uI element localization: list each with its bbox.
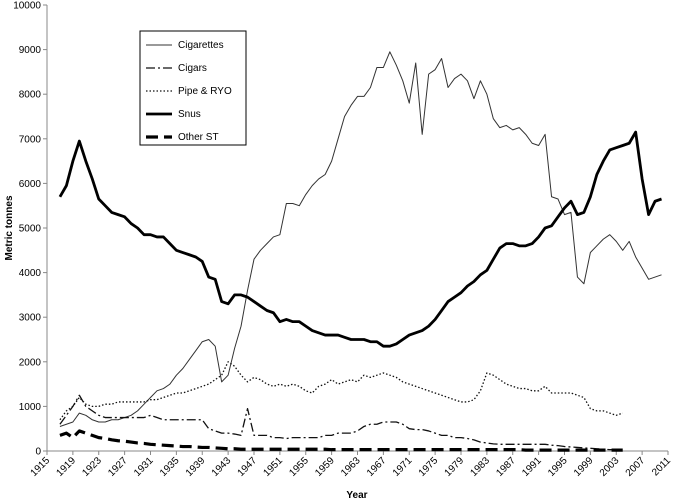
legend-box <box>139 30 247 146</box>
x-tick-label: 2011 <box>650 455 673 478</box>
legend-label: Other ST <box>178 132 219 143</box>
y-axis-label: Metric tonnes <box>4 195 15 260</box>
y-tick-label: 6000 <box>19 179 42 190</box>
x-tick-label: 1995 <box>546 455 570 479</box>
y-tick-label: 1000 <box>19 402 42 413</box>
x-tick-label: 1967 <box>365 455 389 479</box>
series-line <box>59 429 623 452</box>
x-tick-label: 1943 <box>210 455 234 479</box>
x-tick-label: 1947 <box>236 455 260 479</box>
legend: Cigarettes Cigars Pipe & RYO Snus Other ST <box>139 30 247 146</box>
y-tick-label: 0 <box>35 447 41 458</box>
x-axis-label: Year <box>346 490 367 501</box>
x-tick-label: 1959 <box>313 455 337 479</box>
x-tick-label: 1939 <box>184 455 208 479</box>
x-tick-label: 1971 <box>391 455 415 479</box>
y-tick-label: 9000 <box>19 45 42 56</box>
legend-label: Snus <box>178 109 201 120</box>
x-tick-label: 2003 <box>598 455 622 479</box>
x-tick-label: 2007 <box>624 455 648 479</box>
y-tick-label: 4000 <box>19 268 42 279</box>
y-tick-label: 3000 <box>19 313 42 324</box>
legend-label: Cigars <box>178 63 207 74</box>
x-tick-label: 1919 <box>54 455 78 479</box>
x-tick-label: 1999 <box>572 455 596 479</box>
x-tick-label: 1991 <box>520 455 544 479</box>
y-tick-label: 10000 <box>13 1 41 12</box>
legend-label: Pipe & RYO <box>178 86 232 97</box>
y-tick-label: 5000 <box>19 224 42 235</box>
y-tick-label: 2000 <box>19 357 42 368</box>
x-tick-label: 1935 <box>158 455 182 479</box>
x-tick-label: 1915 <box>29 455 53 479</box>
x-tick-label: 1963 <box>339 455 363 479</box>
x-tick-label: 1955 <box>287 455 311 479</box>
legend-label: Cigarettes <box>178 40 224 51</box>
series-line <box>59 361 623 421</box>
x-tick-label: 1979 <box>443 455 467 479</box>
x-tick-label: 1927 <box>106 455 130 479</box>
series-line <box>59 51 662 427</box>
x-tick-label: 1951 <box>261 455 285 479</box>
series-line <box>59 394 623 451</box>
x-tick-label: 1975 <box>417 455 441 479</box>
y-tick-label: 7000 <box>19 134 42 145</box>
x-tick-label: 1983 <box>468 455 492 479</box>
x-tick-label: 1931 <box>132 455 156 479</box>
x-tick-label: 1923 <box>80 455 104 479</box>
x-tick-label: 1987 <box>494 455 518 479</box>
y-tick-label: 8000 <box>19 90 42 101</box>
series-line <box>58 130 662 348</box>
